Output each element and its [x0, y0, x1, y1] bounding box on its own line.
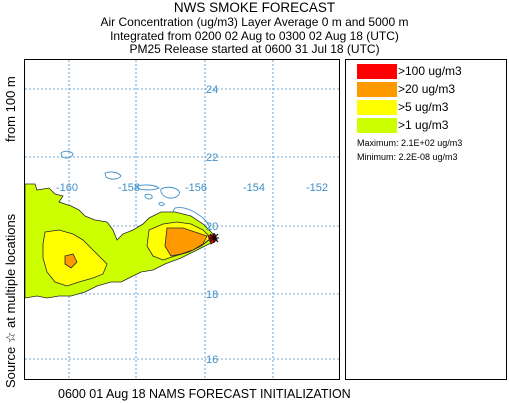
longitude-label: -152 — [306, 182, 328, 194]
minimum-value: Minimum: 2.2E-08 ug/m3 — [357, 152, 458, 162]
longitude-labels: -160 -158 -156 -154 -152 — [56, 182, 328, 194]
smoke-plume — [25, 183, 218, 299]
latitude-label: 22 — [206, 152, 218, 164]
map-canvas: -160 -158 -156 -154 -152 24 22 20 18 16 — [25, 60, 339, 379]
longitude-label: -154 — [243, 182, 265, 194]
longitude-label: -160 — [56, 182, 78, 194]
island-coastline — [104, 171, 122, 180]
island-coastline — [160, 186, 180, 199]
height-label: from 100 m — [3, 76, 18, 142]
island-coastline — [60, 150, 74, 159]
legend: >100 ug/m3 >20 ug/m3 >5 ug/m3 >1 ug/m3 Maxi… — [345, 59, 507, 380]
plume-band-20 — [64, 227, 208, 269]
legend-label: >1 ug/m3 — [398, 118, 449, 132]
release-start: PM25 Release started at 0600 31 Jul 18 (… — [129, 42, 380, 56]
legend-swatch — [357, 82, 397, 97]
longitude-label: -156 — [185, 182, 207, 194]
island-coastline — [158, 202, 165, 206]
forecast-initialization: 0600 01 Aug 18 NAMS FORECAST INITIALIZAT… — [58, 387, 351, 401]
longitude-label: -158 — [118, 182, 140, 194]
integration-period: Integrated from 0200 02 Aug to 0300 02 A… — [110, 29, 399, 43]
maximum-value: Maximum: 2.1E+02 ug/m3 — [357, 138, 463, 148]
concentration-subtitle: Air Concentration (ug/m3) Layer Average … — [100, 15, 409, 29]
legend-label: >5 ug/m3 — [398, 100, 449, 114]
island-coastline — [144, 193, 153, 200]
legend-swatch — [357, 64, 397, 79]
locations-label: at multiple locations — [3, 213, 18, 328]
legend-label: >100 ug/m3 — [398, 64, 462, 78]
latitude-label: 20 — [206, 221, 218, 233]
source-side-label: Source ☆ at multiple locations from 100 … — [3, 58, 19, 388]
island-coastline — [136, 184, 160, 191]
source-label: Source ☆ — [3, 331, 18, 388]
star-icon — [209, 233, 219, 243]
latitude-labels: 24 22 20 18 16 — [206, 84, 218, 366]
latitude-label: 24 — [206, 84, 218, 96]
legend-swatch — [357, 100, 397, 115]
legend-label: >20 ug/m3 — [398, 82, 456, 96]
latitude-label: 18 — [206, 289, 218, 301]
legend-swatch — [357, 118, 397, 133]
smoke-map: -160 -158 -156 -154 -152 24 22 20 18 16 — [24, 59, 340, 380]
forecast-title: NWS SMOKE FORECAST — [173, 0, 336, 15]
latitude-label: 16 — [206, 354, 218, 366]
